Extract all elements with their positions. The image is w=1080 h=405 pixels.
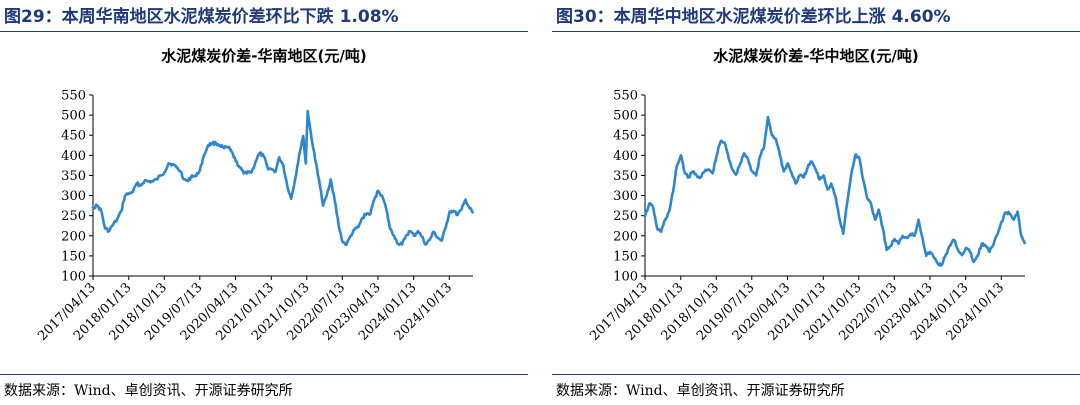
y-tick-label: 200: [613, 229, 638, 244]
y-tick-label: 550: [61, 89, 86, 104]
y-tick-label: 350: [61, 169, 86, 184]
figure-panel-right: 图30：本周华中地区水泥煤炭价差环比上涨 4.60% 水泥煤炭价差-华中地区(元…: [552, 0, 1080, 405]
figure-title: 图30：本周华中地区水泥煤炭价差环比上涨 4.60%: [556, 7, 951, 27]
y-tick-label: 500: [613, 109, 638, 124]
line-chart-south-china: 1001502002503003504004505005502017/04/13…: [35, 89, 474, 344]
figure-panel-left: 图29：本周华南地区水泥煤炭价差环比下跌 1.08% 水泥煤炭价差-华南地区(元…: [0, 0, 528, 405]
bottom-rule: [552, 374, 1080, 375]
y-tick-label: 300: [61, 189, 86, 204]
y-tick-label: 350: [613, 169, 638, 184]
top-rule: [552, 31, 1080, 32]
y-tick-label: 200: [61, 229, 86, 244]
y-tick-label: 300: [613, 189, 638, 204]
y-tick-label: 150: [61, 249, 86, 264]
y-tick-label: 250: [61, 209, 86, 224]
y-tick-label: 450: [61, 129, 86, 144]
series-line: [643, 115, 1026, 267]
y-tick-label: 550: [613, 89, 638, 104]
series-line: [91, 109, 474, 247]
data-source: 数据来源：Wind、卓创资讯、开源证券研究所: [4, 383, 293, 399]
figure-title: 图29：本周华南地区水泥煤炭价差环比下跌 1.08%: [4, 7, 399, 27]
data-source: 数据来源：Wind、卓创资讯、开源证券研究所: [556, 383, 845, 399]
y-tick-label: 100: [613, 270, 638, 285]
line-chart-central-china: 1001502002503003504004505005502017/04/13…: [587, 89, 1026, 344]
y-tick-label: 250: [613, 209, 638, 224]
chart-title: 水泥煤炭价差-华中地区(元/吨): [713, 47, 919, 65]
top-rule: [0, 31, 528, 32]
y-tick-label: 400: [61, 149, 86, 164]
y-tick-label: 500: [61, 109, 86, 124]
chart-title: 水泥煤炭价差-华南地区(元/吨): [161, 47, 367, 65]
y-tick-label: 450: [613, 129, 638, 144]
y-tick-label: 150: [613, 249, 638, 264]
y-tick-label: 400: [613, 149, 638, 164]
bottom-rule: [0, 374, 528, 375]
y-tick-label: 100: [61, 270, 86, 285]
